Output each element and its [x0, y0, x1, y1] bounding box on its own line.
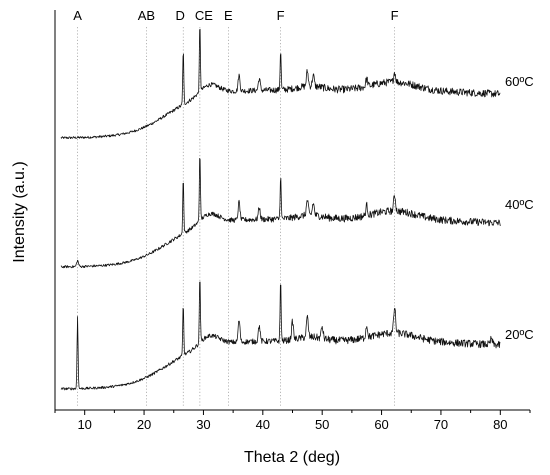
x-ticks: 10 20 30 40 50 60 70 80 [54, 410, 531, 432]
phase-label-f: F [277, 8, 285, 23]
phase-labels: A AB D CE E F F [73, 8, 398, 23]
series-label-2: 20ºC [505, 327, 534, 342]
phase-label-f: F [391, 8, 399, 23]
y-axis-title: Intensity (a.u.) [11, 161, 28, 262]
x-tick-label: 50 [315, 417, 329, 432]
series-label-1: 40ºC [505, 197, 534, 212]
x-tick-label: 10 [77, 417, 91, 432]
series-trace-0 [60, 28, 501, 140]
series-label-0: 60ºC [505, 74, 534, 89]
phase-label-d: D [176, 8, 185, 23]
series-trace-2 [60, 281, 501, 391]
x-tick-label: 80 [493, 417, 507, 432]
series-trace-1 [60, 157, 501, 269]
axes [54, 10, 530, 411]
x-tick-label: 20 [137, 417, 151, 432]
x-tick-label: 40 [256, 417, 270, 432]
phase-label-ab: AB [138, 8, 155, 23]
phase-label-e: E [224, 8, 233, 23]
phase-label-ce: CE [195, 8, 213, 23]
x-tick-label: 60 [374, 417, 388, 432]
phase-guide-lines [77, 27, 395, 406]
x-tick-label: 70 [434, 417, 448, 432]
series-labels: 60ºC 40ºC 20ºC [505, 74, 534, 342]
x-axis-title: Theta 2 (deg) [244, 449, 340, 466]
x-tick-label: 30 [196, 417, 210, 432]
series-traces [60, 28, 501, 391]
phase-label-a: A [73, 8, 82, 23]
